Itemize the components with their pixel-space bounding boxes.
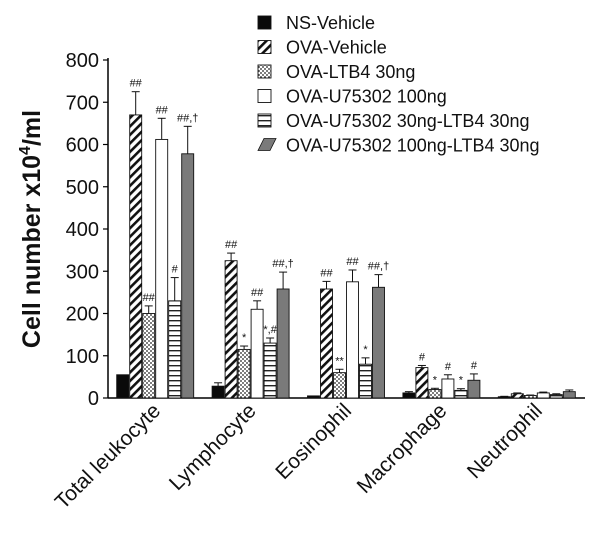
x-category-label: Macrophage [353,399,452,498]
significance-label: ## [251,287,264,299]
bar [497,396,511,399]
bar [333,372,346,399]
legend-swatch [257,15,272,30]
legend-swatch [257,89,272,103]
significance-label: # [445,361,452,373]
legend: NS-Vehicle OVA-Vehicle OVA-LTB4 30ng OVA-U7… [257,13,540,156]
bar [372,286,385,399]
significance-label: ##,† [272,258,293,270]
y-tick-label: 800 [66,50,99,72]
y-tick-label: 400 [66,219,99,241]
bar [467,379,481,399]
significance-label: ## [320,267,333,279]
significance-label: ** [335,355,344,367]
legend-label: NS-Vehicle [286,13,375,33]
legend-label: OVA-U75302 100ng-LTB4 30ng [286,136,540,156]
x-category-label: Neutrophil [463,399,547,483]
bar [549,394,563,399]
y-tick-label: 0 [88,388,99,410]
bar [307,395,320,399]
legend-label: OVA-Vehicle [286,38,387,58]
significance-label: # [172,264,179,276]
legend-label: OVA-U75302 100ng [286,87,447,107]
significance-label: # [419,351,426,363]
y-axis-label: Cell number x104/ml [17,110,46,348]
bars: #########,†##*##*,###,†##**##*##,†#*#*# [116,78,576,399]
bar [250,308,264,399]
bar [181,153,195,399]
bar [523,395,537,399]
significance-label: * [242,332,247,344]
x-category-label: Lymphocyte [165,399,261,495]
bar [116,374,130,399]
bar [211,385,225,399]
y-axis-label-main: Cell number x10 [18,155,46,348]
bar [276,288,290,399]
bar [129,114,143,399]
bar [359,363,372,399]
significance-label: ## [156,104,169,116]
legend-swatch [257,40,272,54]
significance-label: *,# [263,324,277,336]
significance-label: ##,† [368,261,389,273]
y-tick-label: 100 [66,346,99,368]
bar [454,389,468,399]
legend-label: OVA-LTB4 30ng [286,62,415,82]
y-tick-label: 500 [66,177,99,199]
y-tick-label: 600 [66,135,99,157]
y-axis-label-unit: /ml [18,110,46,146]
bar [441,378,455,399]
significance-label: ## [130,78,143,90]
bar [155,138,169,399]
y-axis-label-superscript: 4 [17,146,34,155]
significance-label: ## [346,256,359,268]
bar [346,281,359,399]
y-tick-label: 200 [66,304,99,326]
bar [224,260,238,399]
significance-label: * [363,344,368,356]
bar [415,367,429,399]
bar [402,392,416,399]
bar [428,389,442,399]
bar [536,392,550,399]
bar [562,391,576,399]
legend-swatch [257,138,277,151]
significance-label: # [471,360,478,372]
x-category-label: Total leukocyte [51,399,165,513]
significance-label: ##,† [177,112,198,124]
significance-label: ## [143,292,156,304]
bar [237,348,251,399]
bar [320,288,333,399]
legend-swatch [257,64,272,79]
significance-label: ## [225,239,238,251]
y-tick-label: 700 [66,92,99,114]
bar [142,313,156,399]
bar [510,393,524,399]
significance-label: * [459,375,464,387]
legend-label: OVA-U75302 30ng-LTB4 30ng [286,111,530,131]
significance-label: * [433,374,438,386]
legend-swatch [257,113,272,128]
x-category-label: Eosinophil [271,399,356,484]
bar [168,300,182,399]
bar [263,342,277,399]
y-tick-label: 300 [66,261,99,283]
